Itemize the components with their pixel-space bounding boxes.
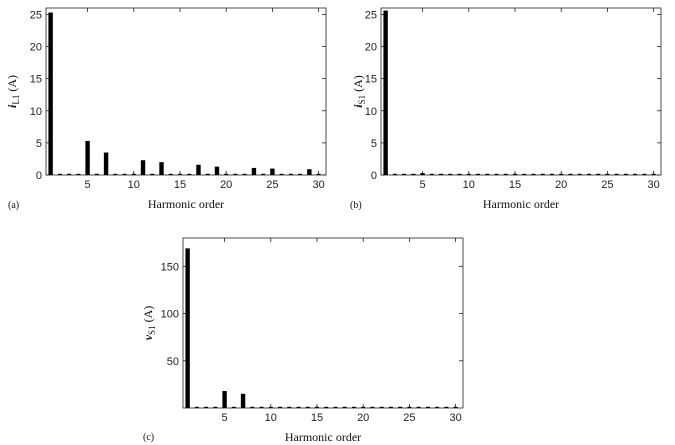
y-tick-label: 20	[30, 42, 42, 54]
y-tick-label: 5	[36, 138, 42, 150]
bar-h5	[85, 140, 90, 175]
y-tick-label: 50	[167, 356, 179, 368]
y-tick-label: 0	[36, 170, 42, 182]
bar-h13	[159, 162, 164, 175]
x-tick-label: 30	[647, 179, 659, 191]
x-tick-label: 30	[449, 412, 461, 424]
y-axis-symbol: v	[141, 334, 155, 340]
x-tick-label: 10	[128, 179, 140, 191]
bar-h11	[140, 160, 146, 175]
x-tick-label: 25	[266, 179, 278, 191]
y-axis-subscript: S1	[357, 95, 367, 105]
bar-h1	[383, 10, 388, 176]
x-tick-label: 5	[85, 179, 91, 191]
x-tick-label: 30	[312, 179, 324, 191]
x-axis-title: Harmonic order	[148, 197, 224, 211]
y-axis-title: iL1 (A)	[5, 75, 21, 108]
bar-h1	[48, 12, 53, 175]
y-axis-unit: (A)	[351, 75, 365, 95]
bar-h1	[185, 248, 190, 408]
x-tick-label: 15	[509, 179, 521, 191]
y-axis-title: vS1 (A)	[141, 306, 157, 341]
y-tick-label: 100	[161, 309, 179, 321]
bar-h17	[196, 164, 201, 175]
y-tick-label: 150	[161, 261, 179, 273]
bar-h7	[103, 152, 109, 175]
bar-h5	[222, 391, 227, 408]
bar-h23	[251, 167, 257, 175]
bar-h29	[307, 169, 312, 175]
x-axis-title: Harmonic order	[285, 430, 361, 444]
x-tick-label: 10	[463, 179, 475, 191]
y-tick-label: 5	[371, 138, 377, 150]
y-tick-label: 15	[30, 74, 42, 86]
x-tick-label: 25	[403, 412, 415, 424]
chart-panel-c: 5 10 15 20 25 30 50 100 150 Harmonic order vS1 (A)…	[141, 237, 464, 444]
x-tick-label: 5	[222, 412, 228, 424]
y-tick-label: 10	[365, 106, 377, 118]
plot-frame	[182, 237, 464, 409]
x-tick-label: 15	[311, 412, 323, 424]
x-tick-label: 20	[220, 179, 232, 191]
plot-frame	[45, 7, 327, 176]
chart-panel-b: 5 10 15 20 25 30 0 5 10 15 20 25 Harmonic order iS1 (…	[350, 7, 662, 211]
x-axis-title: Harmonic order	[483, 197, 559, 211]
y-tick-label: 0	[371, 170, 377, 182]
x-tick-label: 20	[555, 179, 567, 191]
y-axis-symbol: i	[5, 104, 19, 108]
y-tick-label: 20	[365, 42, 377, 54]
y-axis-subscript: L1	[11, 95, 21, 105]
bar-h4	[411, 173, 416, 175]
bar-h25	[270, 168, 275, 175]
x-tick-label: 25	[601, 179, 613, 191]
chart-panel-a: 5 10 15 20 25 30 0 5 10 15 20 25 Harmonic order iL1 (…	[5, 7, 327, 211]
bar-h7	[438, 173, 444, 175]
bar-h19	[214, 166, 220, 175]
panel-label: (a)	[8, 200, 19, 211]
y-axis-unit: (A)	[5, 75, 19, 95]
y-tick-label: 10	[30, 106, 42, 118]
bar-h9	[457, 173, 462, 175]
y-axis-symbol: i	[351, 104, 365, 108]
x-tick-label: 15	[174, 179, 186, 191]
y-axis-unit: (A)	[141, 306, 155, 326]
y-tick-label: 25	[365, 9, 377, 21]
y-tick-label: 15	[365, 74, 377, 86]
x-tick-label: 20	[357, 412, 369, 424]
x-tick-label: 5	[420, 179, 426, 191]
panel-label: (c)	[143, 432, 154, 443]
x-tick-label: 10	[265, 412, 277, 424]
y-axis-title: iS1 (A)	[351, 75, 367, 108]
y-axis-subscript: S1	[147, 325, 157, 335]
plot-frame	[380, 7, 662, 176]
panel-label: (b)	[350, 200, 362, 211]
y-tick-label: 25	[30, 9, 42, 21]
bar-h7	[240, 393, 246, 408]
bar-h5	[420, 173, 425, 175]
